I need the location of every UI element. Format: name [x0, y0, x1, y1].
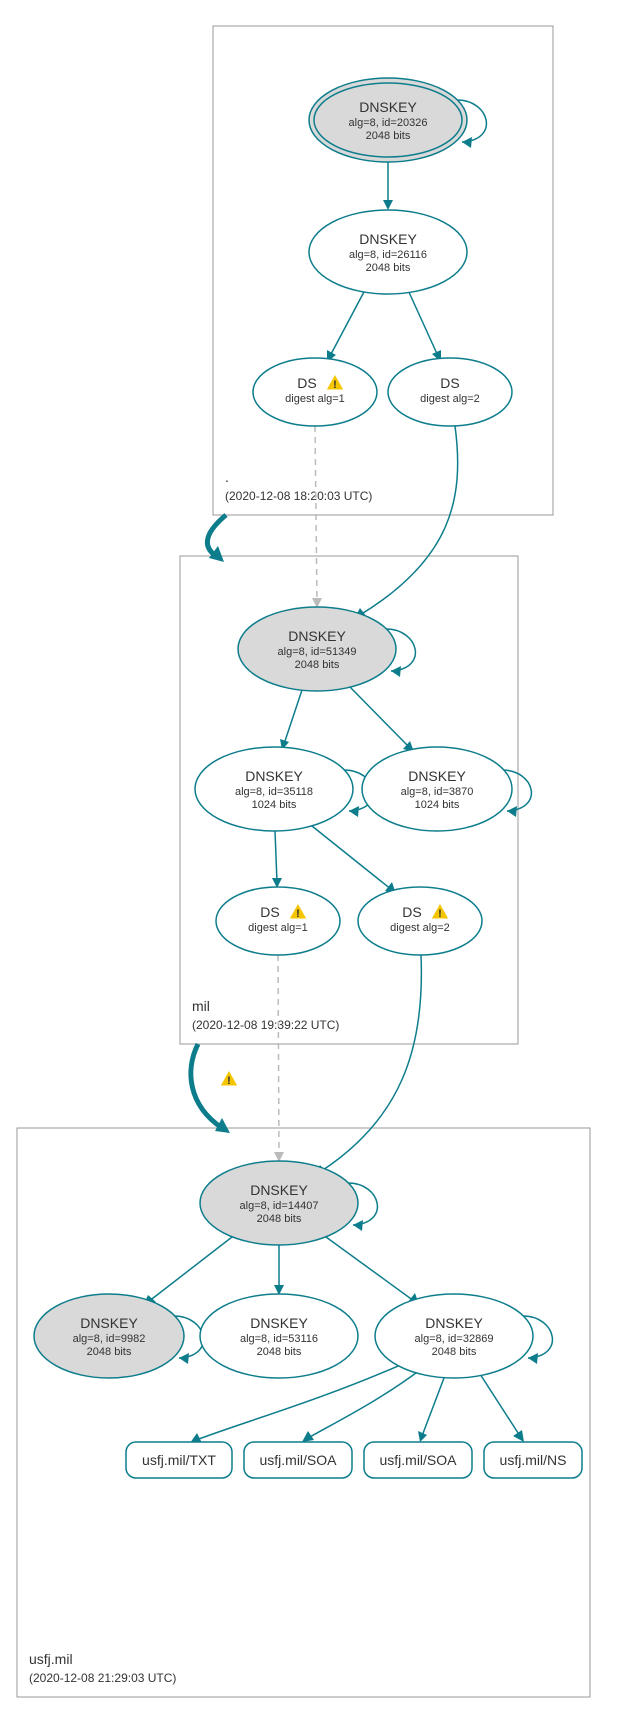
svg-text:DNSKEY: DNSKEY	[250, 1182, 308, 1198]
node-mil-dnskey-51349: DNSKEY alg=8, id=51349 2048 bits	[238, 607, 396, 691]
svg-text:2048 bits: 2048 bits	[295, 659, 340, 671]
zone-mil-ts: (2020-12-08 19:39:22 UTC)	[192, 1018, 339, 1032]
edge-milds2-usfjk1	[320, 955, 421, 1172]
node-root-dnskey-20326: DNSKEY alg=8, id=20326 2048 bits	[309, 78, 467, 162]
edge-milk1-milk2	[284, 690, 302, 744]
svg-text:DS: DS	[297, 375, 316, 391]
svg-text:DNSKEY: DNSKEY	[80, 1315, 138, 1331]
svg-text:!: !	[438, 908, 442, 920]
zone-usfj-ts: (2020-12-08 21:29:03 UTC)	[29, 1671, 176, 1685]
svg-text:alg=8, id=51349: alg=8, id=51349	[278, 646, 357, 658]
node-usfj-dnskey-53116: DNSKEY alg=8, id=53116 2048 bits	[200, 1294, 358, 1378]
edge-usfjk1-usfjk4	[326, 1237, 414, 1301]
svg-text:alg=8, id=20326: alg=8, id=20326	[349, 117, 428, 129]
svg-text:2048 bits: 2048 bits	[87, 1346, 132, 1358]
record-soa-1: usfj.mil/SOA	[244, 1442, 352, 1478]
svg-text:digest alg=2: digest alg=2	[420, 393, 480, 405]
record-ns: usfj.mil/NS	[484, 1442, 582, 1478]
svg-text:2048 bits: 2048 bits	[432, 1346, 477, 1358]
svg-text:DNSKEY: DNSKEY	[250, 1315, 308, 1331]
node-mil-ds-alg2: DS digest alg=2 !	[358, 887, 482, 955]
svg-text:digest alg=2: digest alg=2	[390, 922, 450, 934]
record-txt: usfj.mil/TXT	[126, 1442, 232, 1478]
record-soa-2: usfj.mil/SOA	[364, 1442, 472, 1478]
node-mil-dnskey-3870: DNSKEY alg=8, id=3870 1024 bits	[362, 747, 512, 831]
node-usfj-dnskey-9982: DNSKEY alg=8, id=9982 2048 bits	[34, 1294, 184, 1378]
zone-mil-label: mil	[192, 998, 210, 1014]
svg-text:DNSKEY: DNSKEY	[245, 768, 303, 784]
node-root-dnskey-26116: DNSKEY alg=8, id=26116 2048 bits	[309, 210, 467, 294]
edge-usfjk4-r4	[480, 1374, 520, 1436]
zone-usfj-label: usfj.mil	[29, 1651, 73, 1667]
svg-text:2048 bits: 2048 bits	[366, 262, 411, 274]
edge-milk2-milds2	[312, 826, 392, 890]
svg-text:DS: DS	[260, 904, 279, 920]
node-usfj-dnskey-14407: DNSKEY alg=8, id=14407 2048 bits	[200, 1161, 358, 1245]
edge-rootk2-rootds1	[330, 290, 365, 356]
edge-milk1-milk3	[350, 687, 410, 748]
node-root-ds-alg1: DS digest alg=1 !	[253, 358, 377, 426]
svg-text:!: !	[296, 908, 300, 920]
svg-text:DS: DS	[402, 904, 421, 920]
svg-text:DS: DS	[440, 375, 459, 391]
svg-text:2048 bits: 2048 bits	[257, 1346, 302, 1358]
svg-text:DNSKEY: DNSKEY	[408, 768, 466, 784]
edge-usfjk4-r3	[422, 1378, 444, 1436]
node-mil-dnskey-35118: DNSKEY alg=8, id=35118 1024 bits	[195, 747, 353, 831]
edge-rootds2-milk1	[360, 426, 458, 615]
svg-text:1024 bits: 1024 bits	[415, 799, 460, 811]
node-mil-ds-alg1: DS digest alg=1 !	[216, 887, 340, 955]
svg-text:2048 bits: 2048 bits	[366, 130, 411, 142]
svg-text:usfj.mil/TXT: usfj.mil/TXT	[142, 1452, 216, 1468]
svg-text:usfj.mil/NS: usfj.mil/NS	[500, 1452, 567, 1468]
svg-text:DNSKEY: DNSKEY	[425, 1315, 483, 1331]
zone-root-label: .	[225, 469, 229, 485]
svg-text:!: !	[333, 379, 337, 391]
svg-text:alg=8, id=53116: alg=8, id=53116	[240, 1333, 318, 1345]
svg-text:alg=8, id=26116: alg=8, id=26116	[349, 249, 427, 261]
svg-text:digest alg=1: digest alg=1	[248, 922, 308, 934]
svg-text:alg=8, id=35118: alg=8, id=35118	[235, 786, 313, 798]
edge-rootds1-milk1	[315, 426, 317, 602]
node-root-ds-alg2: DS digest alg=2	[388, 358, 512, 426]
svg-text:2048 bits: 2048 bits	[257, 1213, 302, 1225]
svg-text:1024 bits: 1024 bits	[252, 799, 297, 811]
zone-root-ts: (2020-12-08 18:20:03 UTC)	[225, 489, 372, 503]
svg-text:alg=8, id=14407: alg=8, id=14407	[240, 1200, 319, 1212]
node-usfj-dnskey-32869: DNSKEY alg=8, id=32869 2048 bits	[375, 1294, 533, 1378]
edge-rootk2-rootds2	[408, 290, 438, 356]
svg-text:DNSKEY: DNSKEY	[359, 99, 417, 115]
edge-mil-usfj-deleg	[191, 1044, 222, 1128]
svg-text:alg=8, id=32869: alg=8, id=32869	[415, 1333, 494, 1345]
edge-milk2-milds1	[275, 831, 277, 882]
svg-text:DNSKEY: DNSKEY	[359, 231, 417, 247]
svg-text:usfj.mil/SOA: usfj.mil/SOA	[259, 1452, 337, 1468]
svg-text:digest alg=1: digest alg=1	[285, 393, 345, 405]
edge-milds1-usfjk1	[278, 955, 279, 1156]
svg-text:DNSKEY: DNSKEY	[288, 628, 346, 644]
svg-text:alg=8, id=9982: alg=8, id=9982	[73, 1333, 146, 1345]
svg-text:usfj.mil/SOA: usfj.mil/SOA	[379, 1452, 457, 1468]
svg-text:alg=8, id=3870: alg=8, id=3870	[401, 786, 474, 798]
svg-text:!: !	[227, 1075, 231, 1087]
warning-icon: !	[220, 1070, 238, 1087]
edge-usfjk1-usfjk2	[148, 1237, 232, 1302]
